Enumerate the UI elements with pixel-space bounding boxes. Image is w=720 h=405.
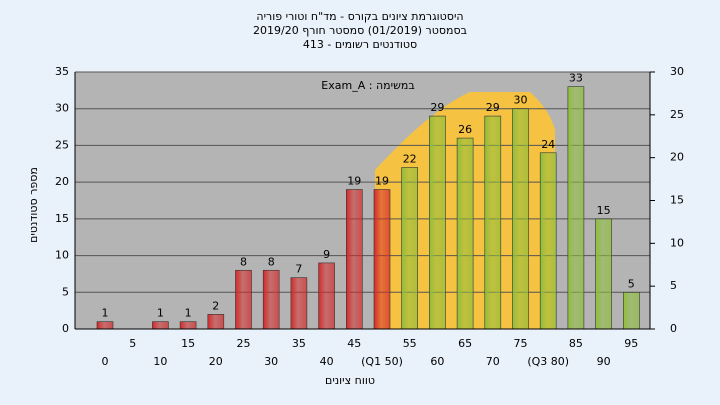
bar	[262, 269, 280, 330]
data-label: 29	[430, 101, 444, 114]
x-tick-label: 40	[320, 355, 334, 368]
bar	[512, 108, 529, 330]
y-tick-label: 25	[55, 138, 69, 151]
x-axis-label: טווח ציונים	[325, 374, 375, 387]
data-label: 8	[240, 255, 247, 268]
y2-tick-label: 5	[670, 279, 677, 292]
x-tick-label: 15	[181, 337, 195, 350]
bar	[401, 167, 419, 330]
data-label: 2	[212, 299, 219, 312]
data-label: 8	[268, 255, 275, 268]
x-tick-label: (Q1 50)	[361, 355, 403, 368]
y2-tick-label: 0	[670, 322, 677, 335]
chart-subtitle: בסמסטר (01/2019) סמסטר חורף 2019/20	[253, 24, 467, 37]
y-tick-label: 10	[55, 249, 69, 262]
bar	[622, 291, 640, 330]
bar	[290, 277, 308, 330]
bar	[235, 269, 252, 330]
bar	[318, 262, 335, 330]
x-tick-label: 25	[237, 337, 251, 350]
x-tick-label: 0	[102, 355, 109, 368]
data-label: 15	[597, 204, 611, 217]
y-tick-label: 35	[55, 65, 69, 78]
data-label: 19	[375, 174, 389, 187]
data-label: 5	[628, 277, 635, 290]
y-tick-label: 5	[62, 285, 69, 298]
x-tick-label: 20	[209, 355, 223, 368]
data-label: 30	[514, 94, 528, 107]
bar	[207, 314, 225, 330]
y2-tick-label: 25	[670, 108, 684, 121]
bar	[345, 189, 363, 330]
x-tick-label: 70	[486, 355, 500, 368]
x-tick-label: 55	[403, 337, 417, 350]
bar	[595, 218, 612, 330]
x-tick-label: 90	[597, 355, 611, 368]
bar	[539, 152, 557, 330]
bar	[429, 115, 446, 330]
x-tick-label: 5	[129, 337, 136, 350]
bar	[152, 321, 169, 330]
x-tick-label: 35	[292, 337, 306, 350]
legend-text: במשימה : Exam_A	[321, 79, 414, 92]
data-label: 19	[347, 174, 361, 187]
y-tick-label: 0	[62, 322, 69, 335]
bar	[456, 137, 474, 330]
data-label: 26	[458, 123, 472, 136]
y2-tick-label: 30	[670, 65, 684, 78]
bar	[96, 321, 114, 330]
x-tick-label: 60	[430, 355, 444, 368]
y-tick-label: 15	[55, 212, 69, 225]
data-label: 22	[403, 152, 417, 165]
x-tick-label: 85	[569, 337, 583, 350]
x-tick-label: 95	[624, 337, 638, 350]
bar	[373, 189, 391, 330]
data-label: 1	[185, 307, 192, 320]
chart-subtitle: סטודנטים רשומים - 413	[303, 38, 417, 51]
data-label: 24	[541, 138, 555, 151]
y-axis-label: מספר סטודנטים	[27, 167, 40, 243]
y2-tick-label: 10	[670, 236, 684, 249]
y2-tick-label: 20	[670, 151, 684, 164]
x-tick-label: 75	[514, 337, 528, 350]
x-tick-label: 30	[264, 355, 278, 368]
data-label: 1	[157, 307, 164, 320]
data-label: 29	[486, 101, 500, 114]
x-tick-label: (Q3 80)	[527, 355, 569, 368]
y-tick-label: 30	[55, 102, 69, 115]
bar	[567, 86, 585, 330]
data-label: 1	[102, 307, 109, 320]
y2-tick-label: 15	[670, 194, 684, 207]
y-tick-label: 20	[55, 175, 69, 188]
x-tick-label: 65	[458, 337, 472, 350]
data-label: 7	[295, 263, 302, 276]
chart-title: היסטוגרמת ציונים בקורס - מד"ח וטורי פורי…	[256, 10, 463, 23]
bar	[484, 115, 502, 330]
x-tick-label: 10	[153, 355, 167, 368]
data-label: 33	[569, 72, 583, 85]
data-label: 9	[323, 248, 330, 261]
x-tick-label: 45	[347, 337, 361, 350]
bar	[179, 321, 197, 330]
